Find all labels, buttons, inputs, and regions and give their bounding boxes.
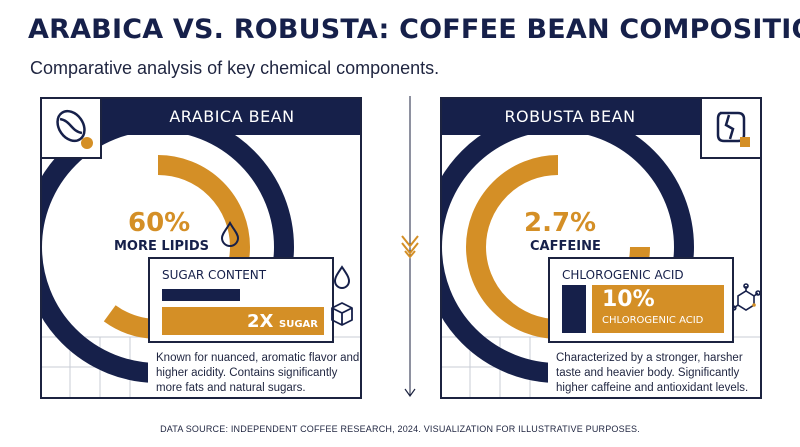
sugar-bar: 2X SUGAR: [162, 307, 324, 335]
sugar-word: SUGAR: [279, 319, 318, 330]
arabica-description: Known for nuanced, aromatic flavor and h…: [156, 352, 360, 394]
coffee-bean-icon: [56, 109, 93, 149]
robusta-panel: ROBUSTA BEAN 2.7% CAFFEINE CHLOROGENIC A…: [440, 97, 762, 399]
chlorogenic-percentage: 10%: [602, 287, 655, 312]
sugar-multiplier: 2X: [247, 311, 274, 332]
caffeine-label: CAFFEINE: [530, 239, 601, 254]
chlorogenic-bar: 10% CHLOROGENIC ACID: [592, 285, 724, 333]
robusta-header: ROBUSTA BEAN: [440, 97, 700, 135]
baseline-bar: [162, 289, 240, 301]
page-subtitle: Comparative analysis of key chemical com…: [30, 58, 440, 78]
robusta-description-box: Characterized by a stronger, harsher tas…: [548, 343, 760, 399]
robusta-logo-box: [700, 97, 762, 159]
center-divider: [401, 96, 419, 398]
sugar-cube-icon: [331, 302, 353, 326]
chlorogenic-acid-title: CHLOROGENIC ACID: [562, 268, 684, 282]
arabica-panel: ARABICA BEAN 60% MORE LIPIDS SUGAR CONTE…: [40, 97, 362, 399]
chevron-down-icon: [401, 235, 419, 259]
robusta-description: Characterized by a stronger, harsher tas…: [556, 352, 749, 394]
page-title: ARABICA VS. ROBUSTA: COFFEE BEAN COMPOSI…: [28, 14, 800, 45]
data-source-footer: DATA SOURCE: INDEPENDENT COFFEE RESEARCH…: [160, 424, 640, 434]
coffee-bean-icon: [716, 111, 750, 147]
lipids-label: MORE LIPIDS: [114, 239, 210, 254]
chlorogenic-acid-card: CHLOROGENIC ACID 10% CHLOROGENIC ACID: [548, 257, 734, 343]
sugar-bar-label: 2X SUGAR: [247, 311, 318, 332]
droplet-icon: [333, 265, 351, 289]
chlorogenic-label: CHLOROGENIC ACID: [602, 315, 704, 326]
baseline-bar: [562, 285, 586, 333]
arabica-logo-box: [40, 97, 102, 159]
molecule-icon: [732, 283, 760, 311]
arrow-down-icon: [404, 388, 416, 398]
arabica-header: ARABICA BEAN: [102, 97, 362, 135]
sugar-content-title: SUGAR CONTENT: [162, 268, 267, 282]
lipids-percentage: 60%: [128, 208, 191, 238]
arabica-description-box: Known for nuanced, aromatic flavor and h…: [148, 343, 360, 399]
caffeine-percentage: 2.7%: [524, 208, 597, 238]
droplet-icon: [220, 221, 240, 247]
sugar-content-card: SUGAR CONTENT 2X SUGAR: [148, 257, 334, 343]
